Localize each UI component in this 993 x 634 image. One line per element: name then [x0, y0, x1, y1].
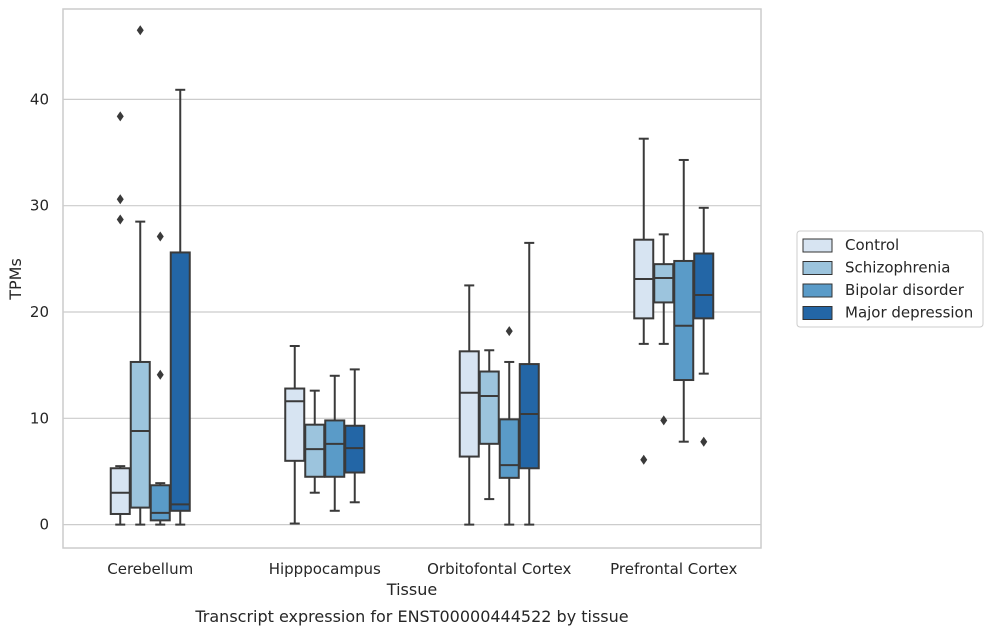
box-body [304, 423, 326, 478]
y-tick-label: 20 [30, 303, 49, 321]
legend-swatch [802, 261, 833, 275]
box-group [693, 206, 715, 447]
box-body [284, 387, 306, 462]
outlier-point [640, 454, 648, 465]
outlier-point [156, 369, 164, 380]
box-group [458, 284, 480, 526]
legend-label: Major depression [845, 304, 973, 322]
outlier-point [136, 25, 144, 36]
y-tick-labels: 0 10 20 30 40 [30, 90, 49, 533]
legend-swatch [802, 238, 833, 253]
box-group [109, 111, 131, 526]
legend-label: Bipolar disorder [845, 281, 965, 299]
box-body [478, 370, 500, 445]
box-body [518, 363, 540, 470]
legend-swatch [802, 306, 833, 320]
y-tick-label: 40 [30, 90, 49, 108]
x-tick-label: Hipppocampus [269, 560, 381, 578]
outlier-point [116, 194, 124, 205]
box-group [129, 25, 151, 526]
box-body [149, 484, 171, 522]
y-axis-label: TPMs [6, 258, 25, 301]
box-group [498, 326, 520, 526]
x-tick-label: Cerebellum [107, 560, 193, 578]
box-group [324, 374, 346, 512]
box-group [304, 389, 326, 494]
legend-frame [796, 230, 984, 328]
box-group [284, 345, 306, 525]
box-group [518, 241, 540, 526]
box-body [458, 350, 480, 458]
chart-caption: Transcript expression for ENST0000044452… [194, 607, 628, 626]
y-tick-label: 30 [30, 197, 49, 215]
box-body [109, 467, 131, 515]
box-group [149, 231, 171, 526]
x-axis-label: Tissue [386, 580, 437, 599]
box-group [478, 349, 500, 501]
legend-label: Schizophrenia [845, 259, 950, 277]
y-tick-label: 0 [39, 516, 49, 534]
box-body [498, 418, 520, 479]
legend: Control Schizophrenia Bipolar disorder Majo… [796, 230, 984, 328]
legend-label: Control [845, 236, 899, 254]
box-body [324, 419, 346, 478]
y-tick-label: 10 [30, 409, 49, 427]
outlier-point [116, 214, 124, 225]
outlier-point [700, 436, 708, 447]
box-body [693, 252, 715, 320]
box-group [653, 233, 675, 426]
box-body [169, 251, 191, 512]
x-tick-labels: Cerebellum Hipppocampus Orbitofontal Corte… [107, 560, 737, 578]
outlier-point [156, 231, 164, 242]
outlier-point [660, 415, 668, 426]
box-series [109, 25, 715, 526]
box-group [344, 368, 366, 504]
box-body [129, 360, 151, 509]
box-group [633, 137, 655, 465]
outlier-point [116, 111, 124, 122]
box-body [673, 259, 695, 382]
box-group [169, 88, 191, 526]
outlier-point [505, 326, 513, 337]
plot-frame [62, 8, 762, 549]
x-tick-label: Orbitofontal Cortex [427, 560, 571, 578]
box-body [344, 424, 366, 474]
legend-swatch [802, 283, 833, 298]
box-group [673, 158, 695, 443]
box-body [653, 263, 675, 304]
grid-lines [63, 98, 761, 526]
x-tick-label: Prefrontal Cortex [610, 560, 737, 578]
